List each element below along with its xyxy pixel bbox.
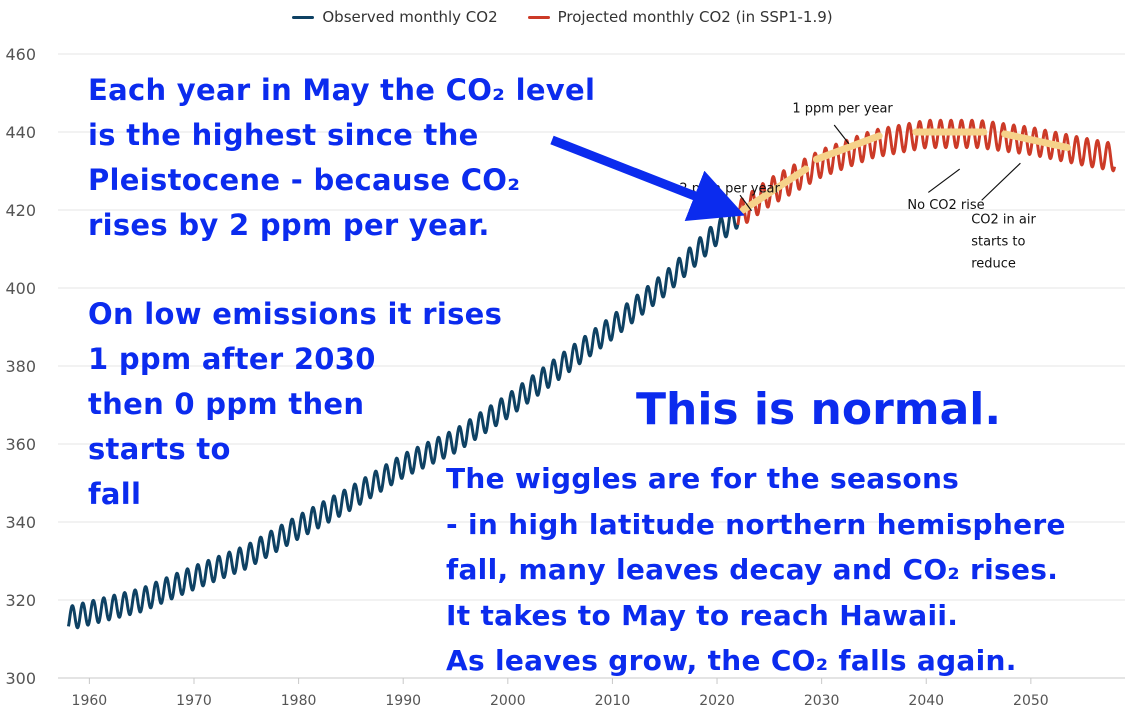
overlay-text-low-emissions: On low emissions it rises 1 ppm after 20… [88, 297, 503, 511]
x-tick-label: 2030 [804, 693, 840, 709]
trend-highlight-segment [1001, 130, 1071, 152]
legend-item-projected[interactable]: Projected monthly CO2 (in SSP1-1.9) [527, 8, 833, 26]
y-tick-label: 340 [5, 513, 36, 532]
legend-item-observed[interactable]: Observed monthly CO2 [292, 8, 498, 26]
legend: Observed monthly CO2 Projected monthly C… [0, 8, 1125, 26]
series-projected-line [736, 118, 1117, 226]
y-tick-label: 420 [5, 201, 36, 220]
y-tick-label: 320 [5, 591, 36, 610]
legend-swatch-projected [527, 15, 550, 19]
annotation-label: No CO2 rise [907, 198, 984, 213]
annotation-pointer [833, 124, 850, 145]
legend-label-projected: Projected monthly CO2 (in SSP1-1.9) [557, 8, 833, 26]
x-tick-label: 1970 [176, 693, 212, 709]
annotation-pointer [981, 162, 1021, 201]
overlay-text-normal: This is normal. [636, 384, 1002, 435]
overlay-text-may-peak: Each year in May the CO₂ level is the hi… [88, 73, 596, 242]
series-lines [66, 118, 1117, 630]
x-tick-label: 1960 [72, 693, 108, 709]
overlay-text-wiggles: The wiggles are for the seasons - in hig… [446, 462, 1066, 677]
trend-highlight-segment [739, 165, 810, 214]
annotation-pointer [927, 168, 961, 193]
annotation-label: CO2 in air starts to reduce [971, 213, 1036, 272]
x-tick-label: 2010 [595, 693, 631, 709]
y-tick-label: 380 [5, 357, 36, 376]
y-tick-label: 300 [5, 669, 36, 688]
legend-label-observed: Observed monthly CO2 [322, 8, 498, 26]
y-tick-label: 400 [5, 279, 36, 298]
y-tick-label: 360 [5, 435, 36, 454]
legend-swatch-observed [292, 15, 315, 19]
x-tick-label: 2000 [490, 693, 526, 709]
y-tick-label: 440 [5, 123, 36, 142]
trend-highlights [739, 128, 1071, 214]
pointer-arrow [550, 135, 745, 221]
x-tick-label: 1990 [385, 693, 421, 709]
x-axis-ticks: 1960 1970 1980 1990 2000 2010 2020 2030 2040 2050 [72, 678, 1049, 709]
x-tick-label: 2040 [908, 693, 944, 709]
x-tick-label: 1980 [281, 693, 317, 709]
series-observed-line [66, 207, 740, 630]
trend-highlight-segment [812, 132, 883, 163]
x-tick-label: 2050 [1013, 693, 1049, 709]
y-tick-label: 460 [5, 45, 36, 64]
annotation-label: 1 ppm per year [792, 102, 893, 117]
gridlines [58, 53, 1125, 679]
y-axis-ticks: 300 320 340 360 380 400 420 440 460 [5, 45, 36, 688]
x-tick-label: 2020 [699, 693, 735, 709]
